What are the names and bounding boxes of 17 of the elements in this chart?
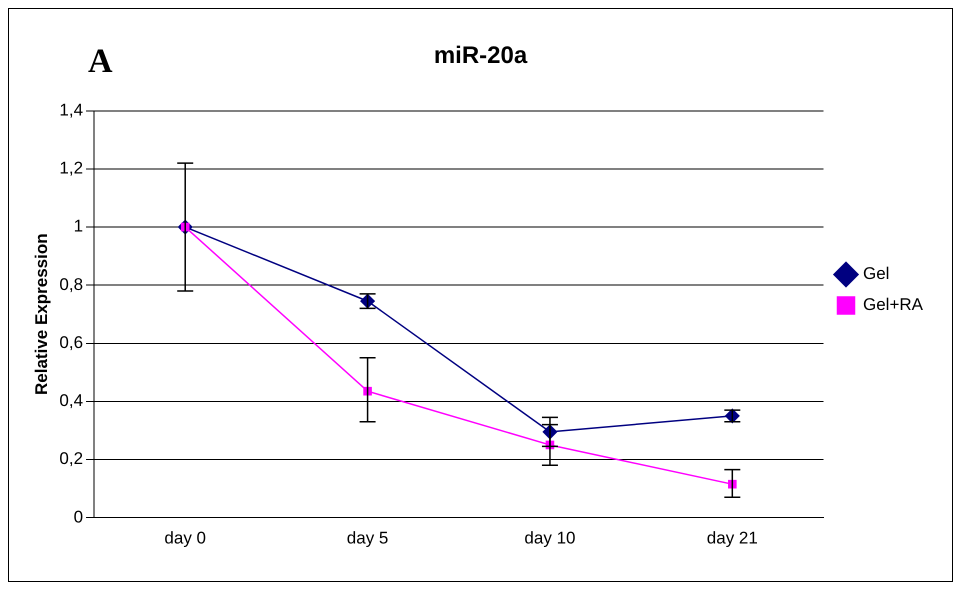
x-tick-label: day 0 (164, 528, 206, 548)
y-tick-label: 0,8 (59, 274, 84, 294)
y-tick-label: 1 (74, 216, 84, 236)
chart-title: miR-20a (434, 42, 528, 70)
x-tick-label: day 21 (706, 528, 758, 548)
y-tick-label: 1,4 (59, 100, 84, 120)
x-tick-label: day 10 (524, 528, 576, 548)
y-tick-label: 1,2 (59, 158, 84, 178)
y-tick-label: 0,6 (59, 332, 84, 352)
y-tick-label: 0 (74, 507, 84, 526)
legend-label: Gel+RA (863, 295, 924, 314)
legend-label: Gel (863, 264, 890, 284)
y-tick-label: 0,4 (59, 391, 84, 410)
text: A (88, 42, 113, 80)
x-tick-label: day 5 (346, 528, 388, 548)
y-tick-label: 0,2 (59, 449, 84, 468)
y-axis-title: Relative Expression (32, 233, 51, 395)
